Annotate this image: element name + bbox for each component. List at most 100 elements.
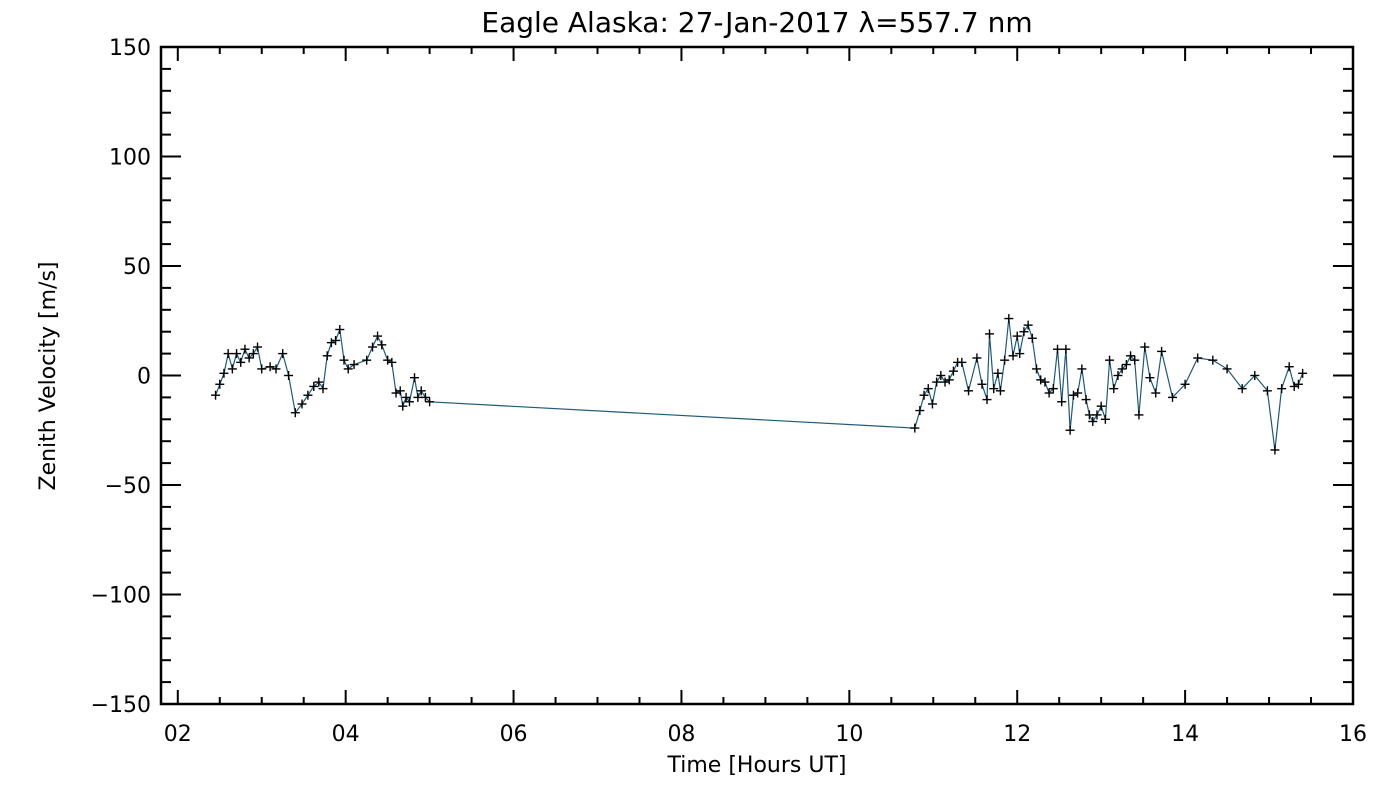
data-point xyxy=(1121,360,1131,370)
data-point xyxy=(1117,364,1127,374)
data-point xyxy=(1262,386,1272,396)
data-point xyxy=(383,355,393,365)
data-point xyxy=(331,335,341,345)
data-point xyxy=(339,355,349,365)
y-tick-label: 150 xyxy=(109,36,151,61)
data-point xyxy=(1157,346,1167,356)
data-point xyxy=(993,368,1003,378)
data-point xyxy=(387,357,397,367)
data-point xyxy=(215,379,225,389)
data-point xyxy=(1109,384,1119,394)
data-point xyxy=(964,386,974,396)
data-point xyxy=(1151,388,1161,398)
data-point xyxy=(936,371,946,380)
axis-ticks xyxy=(161,46,1354,705)
data-point xyxy=(1284,362,1294,372)
y-tick-label: 50 xyxy=(123,255,151,280)
data-point xyxy=(1053,344,1063,354)
data-point xyxy=(1298,368,1308,378)
data-point xyxy=(362,355,372,365)
data-point xyxy=(420,392,430,402)
data-point xyxy=(278,349,288,359)
data-point xyxy=(309,381,319,391)
data-point xyxy=(1068,390,1078,400)
data-point xyxy=(957,357,967,367)
x-tick-label: 06 xyxy=(500,722,528,747)
data-point xyxy=(303,390,313,400)
data-point xyxy=(948,366,958,376)
data-point xyxy=(1289,381,1299,391)
data-point xyxy=(1077,364,1087,374)
data-point xyxy=(977,379,987,389)
data-point xyxy=(1237,384,1247,394)
y-axis-label: Zenith Velocity [m/s] xyxy=(36,262,61,491)
data-point xyxy=(413,392,423,402)
data-point xyxy=(425,397,435,407)
data-point xyxy=(368,342,378,352)
data-point xyxy=(1044,388,1054,398)
data-point xyxy=(391,388,401,398)
data-point xyxy=(944,375,954,385)
data-point xyxy=(271,364,281,374)
x-tick-label: 08 xyxy=(667,722,695,747)
y-tick-label: −100 xyxy=(91,584,151,609)
x-tick-label: 16 xyxy=(1339,722,1367,747)
data-point xyxy=(910,423,920,433)
data-point xyxy=(995,386,1005,396)
data-point xyxy=(1019,327,1029,337)
data-point xyxy=(1084,410,1094,420)
data-point xyxy=(1208,355,1218,365)
data-point xyxy=(290,408,300,418)
data-point xyxy=(1032,364,1042,374)
data-point xyxy=(919,390,929,400)
x-tick-label: 02 xyxy=(164,722,192,747)
data-point xyxy=(1008,351,1018,361)
x-tick-label: 10 xyxy=(835,722,863,747)
data-point xyxy=(1105,355,1115,365)
data-point xyxy=(253,342,263,352)
data-point xyxy=(318,384,328,394)
y-tick-label: 100 xyxy=(109,146,151,171)
data-point xyxy=(1065,425,1075,435)
data-point xyxy=(1015,349,1025,359)
data-point xyxy=(398,401,408,411)
data-point xyxy=(297,399,307,409)
data-point xyxy=(326,338,336,348)
data-point xyxy=(1168,392,1178,402)
data-point xyxy=(1000,355,1010,365)
data-point xyxy=(972,353,982,363)
data-point xyxy=(1081,395,1091,405)
data-point xyxy=(940,377,950,387)
data-point xyxy=(1061,344,1071,354)
data-point xyxy=(1088,416,1098,426)
data-point xyxy=(1092,410,1102,420)
series-line xyxy=(215,318,1304,451)
data-point xyxy=(1250,371,1260,380)
data-point xyxy=(1027,333,1037,343)
data-point xyxy=(404,397,414,407)
data-point xyxy=(219,368,229,378)
data-point xyxy=(227,364,237,374)
data-point xyxy=(416,386,426,396)
data-point xyxy=(982,395,992,405)
data-point xyxy=(1134,410,1144,420)
data-point xyxy=(1004,314,1014,324)
axis-tick-labels: 02 04 06 08 10 12 14 16 150 100 50 0 −50 −100 −150 xyxy=(91,36,1367,747)
data-point xyxy=(1023,320,1033,330)
data-point xyxy=(240,344,250,354)
data-point xyxy=(1073,388,1083,398)
data-point xyxy=(1193,353,1203,363)
data-point xyxy=(915,406,925,416)
series-layer xyxy=(211,314,1308,455)
data-point xyxy=(395,386,405,396)
data-point xyxy=(1270,445,1280,455)
data-point xyxy=(1057,397,1067,407)
data-point xyxy=(343,364,353,374)
x-tick-label: 12 xyxy=(1003,722,1031,747)
data-point xyxy=(1145,373,1155,383)
data-point xyxy=(265,362,275,372)
x-tick-label: 14 xyxy=(1171,722,1199,747)
data-point xyxy=(932,377,942,387)
data-point xyxy=(1277,384,1287,394)
data-point xyxy=(377,340,387,350)
